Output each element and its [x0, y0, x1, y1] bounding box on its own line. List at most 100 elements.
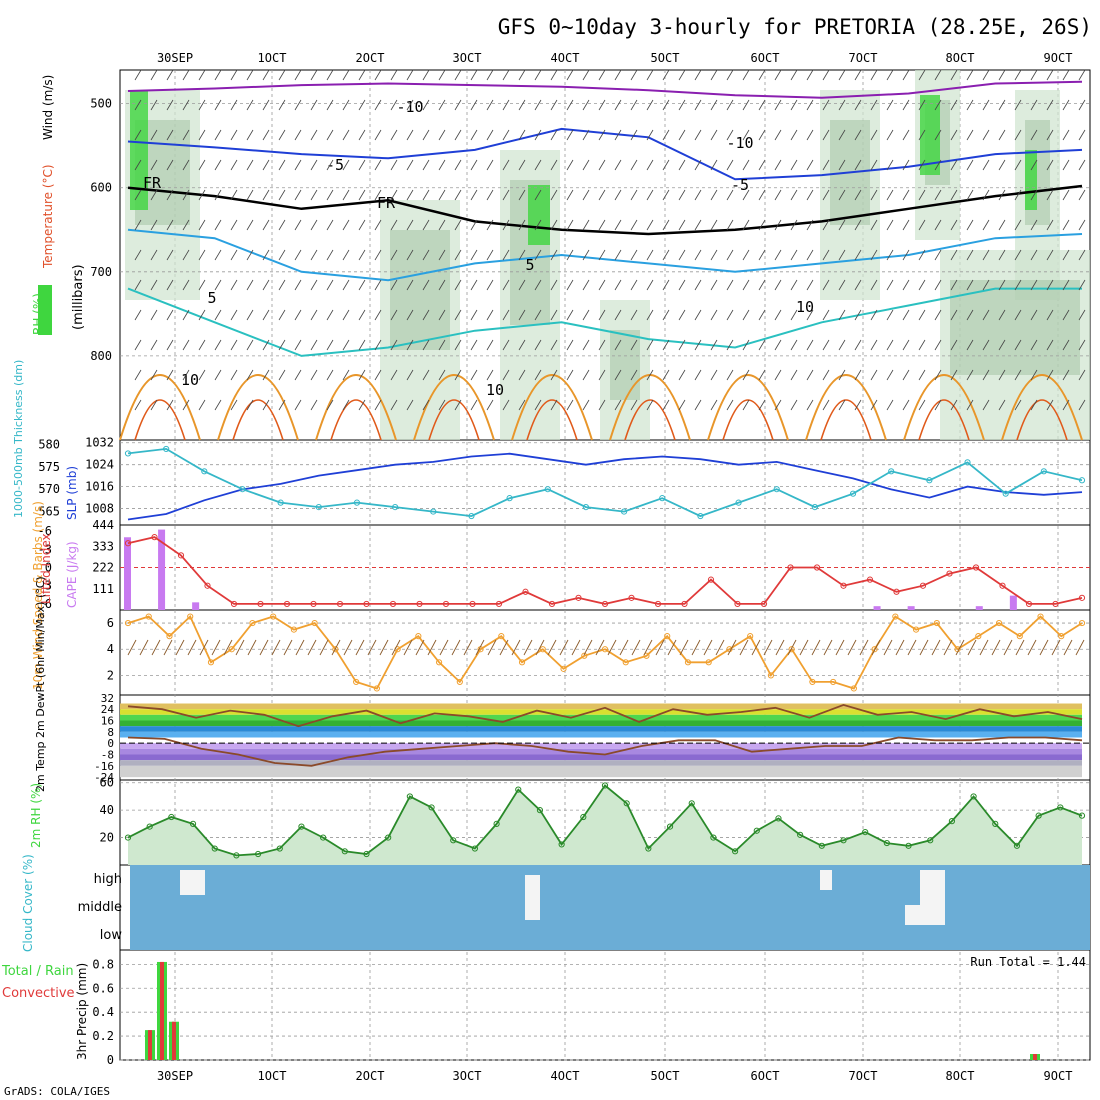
wind-barb — [966, 69, 974, 81]
x-tick-top: 9OCT — [1044, 51, 1073, 65]
rh-line-point — [862, 828, 869, 836]
wind-barb — [310, 249, 318, 261]
wind-barb — [214, 219, 222, 231]
wind-barb — [310, 309, 318, 321]
wind10m-line-point — [539, 646, 546, 653]
wind-barb — [374, 339, 382, 351]
wind10m-barb — [511, 639, 521, 656]
wind-barb — [534, 249, 542, 261]
wind-barb — [614, 99, 622, 111]
wind-barb — [822, 339, 830, 351]
wind-barb — [1046, 369, 1054, 381]
wind-barb — [438, 339, 446, 351]
wind-barb — [182, 339, 190, 351]
wind-barb — [774, 129, 782, 141]
wind-barb — [806, 99, 814, 111]
lifted-index-line-point — [601, 600, 609, 608]
wind-barb — [678, 399, 686, 411]
wind10m-barb — [487, 639, 497, 656]
wind-barb — [374, 159, 382, 171]
precip-panel: 0 0.2 0.4 0.6 0.8 — [92, 957, 1090, 1067]
wind-barb — [806, 189, 814, 201]
y-tick-wind: 4 — [107, 642, 114, 656]
wind-barb — [742, 159, 750, 171]
wind10m-barb — [1039, 639, 1049, 656]
wind-barb — [486, 129, 494, 141]
wind-barb — [934, 69, 942, 81]
cape-bar — [192, 602, 200, 610]
wind-barb — [566, 159, 574, 171]
wind-barb — [230, 339, 238, 351]
wind-barb — [310, 399, 318, 411]
wind-barb — [422, 399, 430, 411]
wind-barb — [262, 159, 270, 171]
wind-barb — [998, 219, 1006, 231]
wind-barb — [806, 399, 814, 411]
wind10m-barb — [523, 639, 533, 656]
wind10m-barb — [319, 639, 329, 656]
wind-barb — [134, 249, 142, 261]
wind10m-barb — [355, 639, 365, 656]
y-tick-li: 3 — [45, 579, 52, 593]
wind-barb — [454, 279, 462, 291]
wind10m-barb — [787, 639, 797, 656]
wind-barb — [646, 339, 654, 351]
wind10m-barb — [823, 639, 833, 656]
y-tick-pressure: 800 — [90, 349, 112, 363]
wind10m-barb — [871, 639, 881, 656]
wind-barb — [518, 339, 526, 351]
isotherm-warm — [413, 374, 495, 441]
lifted-index-line-point — [522, 588, 529, 595]
wind-barb — [406, 249, 414, 261]
y-tick-rh: 60 — [100, 776, 114, 790]
wind-barb — [726, 399, 734, 411]
y-tick-pressure: 500 — [90, 97, 112, 111]
wind-barb — [326, 189, 334, 201]
rh-high-shade — [1025, 150, 1037, 210]
wind-barb — [742, 339, 750, 351]
wind10m-line-point — [1016, 633, 1023, 640]
thickness-line-point — [392, 504, 399, 511]
wind-barb — [470, 99, 478, 111]
wind-barb — [630, 99, 638, 111]
wind-barb — [278, 369, 286, 381]
rh2m-panel: 20 40 60 — [100, 776, 1090, 865]
wind-barb — [678, 249, 686, 261]
wind-barb — [166, 219, 174, 231]
wind-barb — [470, 69, 478, 81]
y-tick-thickness: 570 — [38, 482, 60, 496]
wind-barb — [902, 369, 910, 381]
wind-barb — [342, 369, 350, 381]
wind-barb — [998, 279, 1006, 291]
thickness-line-point — [201, 468, 208, 475]
x-tick-bottom: 6OCT — [751, 1069, 780, 1083]
wind-barb — [598, 279, 606, 291]
wind-barb — [710, 129, 718, 141]
wind-barb — [214, 369, 222, 381]
wind10m-barb — [451, 639, 461, 656]
wind-barb — [1062, 249, 1070, 261]
wind10m-barb — [1063, 639, 1073, 656]
wind-barb — [1014, 99, 1022, 111]
wind-barb — [422, 219, 430, 231]
wind10m-line-point — [228, 646, 235, 653]
wind-barb — [166, 129, 174, 141]
cape-bar — [873, 606, 881, 610]
wind-barb — [886, 279, 894, 291]
wind-barb — [1078, 189, 1086, 201]
wind-barb — [790, 99, 798, 111]
wind-barb — [134, 99, 142, 111]
wind-barb — [614, 339, 622, 351]
wind-barb — [358, 219, 366, 231]
wind-barb — [358, 99, 366, 111]
rh-line-point — [753, 827, 760, 834]
wind-barb — [774, 399, 782, 411]
wind-barb — [854, 309, 862, 321]
wind-barb — [246, 69, 254, 81]
wind-barb — [1046, 99, 1054, 111]
cloud-cover-cell — [905, 905, 920, 925]
wind-barb — [342, 69, 350, 81]
wind-barb — [214, 189, 222, 201]
wind-barb — [134, 129, 142, 141]
wind-barb — [502, 189, 510, 201]
